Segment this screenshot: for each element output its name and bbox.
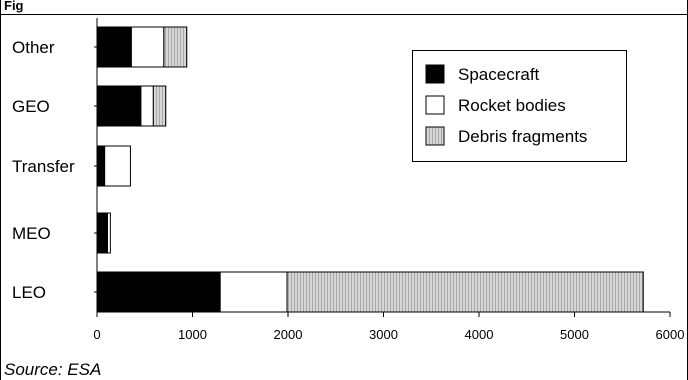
x-tick-label: 3000	[369, 327, 398, 342]
x-axis: 0 1000 2000 3000 4000 5000 6000	[93, 311, 685, 342]
bar-other-rocket-bodies	[130, 26, 165, 68]
y-tick-label: Other	[12, 38, 55, 57]
legend-swatch-rocket-bodies	[425, 95, 445, 115]
bar-geo-spacecraft	[96, 85, 142, 127]
figure-header-label: Fig	[4, 0, 24, 13]
plot-area	[96, 26, 644, 313]
bar-meo-spacecraft	[96, 212, 109, 254]
y-tick-label: GEO	[12, 97, 50, 116]
legend-label: Debris fragments	[458, 127, 587, 146]
x-tick-label: 0	[93, 327, 100, 342]
bar-transfer-rocket-bodies	[104, 145, 131, 187]
bar-transfer-spacecraft	[96, 145, 106, 187]
bar-other-spacecraft	[96, 26, 132, 68]
bar-leo-spacecraft	[96, 271, 221, 313]
x-tick-label: 4000	[465, 327, 494, 342]
legend-box	[412, 50, 627, 162]
legend-label: Spacecraft	[458, 65, 540, 84]
x-tick-label: 1000	[178, 327, 207, 342]
legend: Spacecraft Rocket bodies Debris fragments	[412, 50, 627, 162]
bar-geo-debris-fragments	[152, 85, 167, 127]
y-tick-label: Transfer	[12, 157, 75, 176]
y-axis: Other GEO Transfer MEO LEO	[12, 18, 98, 312]
bar-leo-debris-fragments	[286, 271, 644, 313]
y-tick-label: MEO	[12, 224, 51, 243]
x-tick-label: 5000	[560, 327, 589, 342]
bar-other-debris-fragments	[163, 26, 188, 68]
legend-swatch-debris-fragments	[425, 126, 445, 146]
legend-swatch-spacecraft	[425, 64, 445, 84]
x-tick-label: 2000	[274, 327, 303, 342]
bar-meo-rocket-bodies	[107, 212, 111, 254]
bar-leo-rocket-bodies	[219, 271, 288, 313]
source-note: Source: ESA	[4, 360, 102, 379]
bar-geo-rocket-bodies	[140, 85, 154, 127]
legend-label: Rocket bodies	[458, 96, 566, 115]
y-tick-label: LEO	[12, 283, 46, 302]
x-tick-label: 6000	[656, 327, 685, 342]
